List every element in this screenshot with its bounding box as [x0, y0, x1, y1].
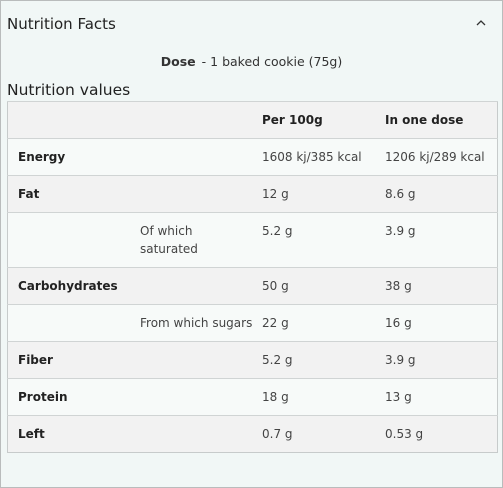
- dose-info: Dose - 1 baked cookie (75g): [1, 54, 502, 69]
- per100-value: 18 g: [262, 390, 289, 404]
- table-row: Energy 1608 kj/385 kcal 1206 kj/289 kcal: [7, 138, 498, 176]
- dose-label: Dose: [160, 54, 196, 69]
- nutrient-name: Fiber: [18, 353, 53, 367]
- table-row: Fat 12 g 8.6 g: [7, 175, 498, 213]
- nutrient-sub: [140, 379, 262, 390]
- dose-value-cell: 16 g: [385, 316, 412, 330]
- dose-value-cell: 3.9 g: [385, 353, 416, 367]
- table-row: Left 0.7 g 0.53 g: [7, 415, 498, 453]
- dose-value-cell: 38 g: [385, 279, 412, 293]
- table-header-row: Per 100g In one dose: [7, 101, 498, 139]
- per100-value: 50 g: [262, 279, 289, 293]
- nutrient-sub: [140, 268, 262, 279]
- dose-value-cell: 0.53 g: [385, 427, 424, 441]
- dose-value-cell: 8.6 g: [385, 187, 416, 201]
- dose-value: - 1 baked cookie (75g): [201, 54, 343, 69]
- table-row: From which sugars 22 g 16 g: [7, 304, 498, 342]
- nutrient-sub: [140, 176, 262, 187]
- table-row: Protein 18 g 13 g: [7, 378, 498, 416]
- table-row: Fiber 5.2 g 3.9 g: [7, 341, 498, 379]
- nutrition-table: Per 100g In one dose Energy 1608 kj/385 …: [7, 101, 498, 453]
- column-header-label: Per 100g: [262, 113, 323, 127]
- per100-value: 5.2 g: [262, 353, 293, 367]
- table-row: Of which saturated 5.2 g 3.9 g: [7, 212, 498, 268]
- nutrient-sub: From which sugars: [140, 316, 253, 330]
- per100-value: 1608 kj/385 kcal: [262, 150, 362, 164]
- column-header: [140, 101, 262, 139]
- accordion-header[interactable]: Nutrition Facts: [1, 1, 502, 47]
- nutrient-sub: [140, 416, 262, 427]
- nutrient-name: [18, 213, 140, 224]
- nutrient-sub: Of which saturated: [140, 224, 198, 256]
- column-header: In one dose: [385, 101, 498, 139]
- dose-value-cell: 3.9 g: [385, 224, 416, 238]
- nutrient-name: Protein: [18, 390, 68, 404]
- section-title: Nutrition values: [7, 81, 131, 99]
- nutrient-name: Fat: [18, 187, 40, 201]
- nutrient-name: Carbohydrates: [18, 279, 118, 293]
- per100-value: 0.7 g: [262, 427, 293, 441]
- nutrient-name: [18, 305, 140, 316]
- per100-value: 22 g: [262, 316, 289, 330]
- dose-value-cell: 1206 kj/289 kcal: [385, 150, 485, 164]
- chevron-up-icon[interactable]: [474, 15, 488, 29]
- nutrient-name: Left: [18, 427, 45, 441]
- per100-value: 5.2 g: [262, 224, 293, 238]
- column-header: [7, 101, 140, 139]
- column-header-label: In one dose: [385, 113, 464, 127]
- nutrient-sub: [140, 342, 262, 353]
- column-header: Per 100g: [262, 101, 385, 139]
- nutrient-name: Energy: [18, 150, 66, 164]
- panel-title: Nutrition Facts: [7, 15, 116, 33]
- nutrient-sub: [140, 139, 262, 150]
- table-row: Carbohydrates 50 g 38 g: [7, 267, 498, 305]
- per100-value: 12 g: [262, 187, 289, 201]
- dose-value-cell: 13 g: [385, 390, 412, 404]
